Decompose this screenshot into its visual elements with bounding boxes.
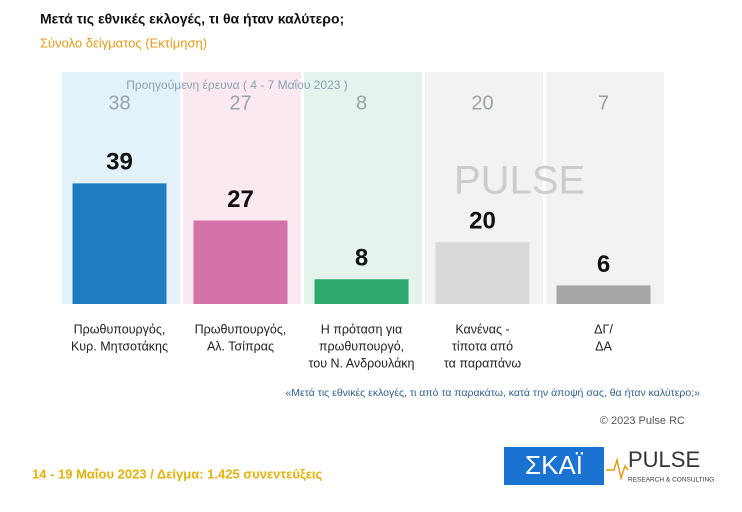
bar bbox=[72, 183, 167, 304]
x-tick-label: Πρωθυπουργός, bbox=[74, 322, 166, 336]
skai-logo-box bbox=[504, 447, 604, 485]
x-tick-label: τίποτα από bbox=[452, 339, 513, 353]
value-label: 27 bbox=[227, 186, 254, 213]
previous-label: Προηγούμενη έρευνα ( 4 - 7 Μαΐου 2023 ) bbox=[126, 78, 348, 92]
watermark: PULSE bbox=[454, 159, 585, 203]
previous-value: 7 bbox=[598, 92, 609, 114]
chart-subtitle: Σύνολο δείγματος (Εκτίμηση) bbox=[40, 35, 207, 50]
chart-title: Μετά τις εθνικές εκλογές, τι θα ήταν καλ… bbox=[40, 11, 344, 27]
value-label: 39 bbox=[106, 149, 133, 176]
panel bbox=[546, 72, 664, 304]
x-tick-label: ΔΑ bbox=[595, 339, 612, 353]
x-tick-label: ΔΓ/ bbox=[594, 322, 613, 336]
x-tick-label: του Ν. Ανδρουλάκη bbox=[308, 356, 414, 370]
footer: 14 - 19 Μαΐου 2023 / Δείγμα: 1.425 συνεν… bbox=[32, 466, 322, 481]
pulse-logo: PULSE bbox=[628, 447, 700, 472]
pulse-logo-wave bbox=[606, 457, 629, 481]
bar bbox=[556, 285, 651, 304]
bar bbox=[435, 242, 530, 304]
previous-value: 8 bbox=[356, 92, 367, 114]
x-tick-label: τα παραπάνω bbox=[444, 356, 521, 370]
x-tick-label: Αλ. Τσίπρας bbox=[207, 339, 274, 353]
x-tick-label: Κυρ. Μητσοτάκης bbox=[71, 339, 168, 353]
value-label: 6 bbox=[597, 251, 610, 278]
pulse-logo-sub: RESEARCH & CONSULTING bbox=[628, 477, 714, 484]
copyright: © 2023 Pulse RC bbox=[600, 415, 685, 427]
x-tick-label: Πρωθυπουργός, bbox=[195, 322, 287, 336]
bar bbox=[193, 220, 288, 304]
previous-value: 27 bbox=[229, 92, 251, 114]
x-tick-label: Η πρόταση για bbox=[321, 322, 402, 336]
question: «Μετά τις εθνικές εκλογές, τι από τα παρ… bbox=[285, 387, 700, 399]
previous-value: 20 bbox=[471, 92, 493, 114]
bar bbox=[314, 279, 409, 304]
value-label: 8 bbox=[355, 245, 368, 272]
x-tick-label: Κανένας - bbox=[455, 322, 509, 336]
skai-logo: ΣΚΑΪ bbox=[525, 450, 584, 480]
x-tick-label: πρωθυπουργό, bbox=[319, 339, 404, 353]
value-label: 20 bbox=[469, 207, 496, 234]
previous-value: 38 bbox=[108, 92, 130, 114]
panel bbox=[304, 72, 422, 304]
